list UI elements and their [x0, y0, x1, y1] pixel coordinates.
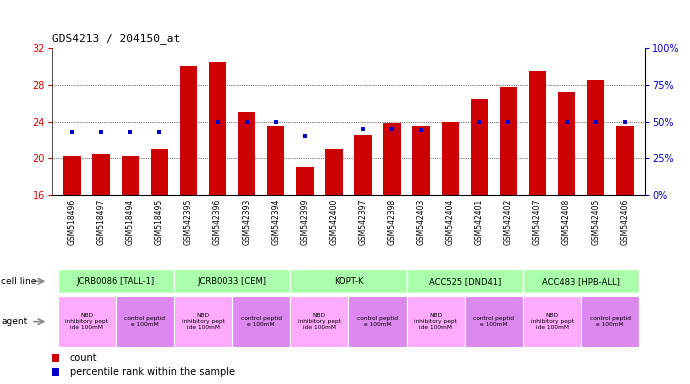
Text: GSM542393: GSM542393 — [242, 199, 251, 245]
Bar — [57, 269, 174, 293]
Text: NBD
inhibitory pept
ide 100mM: NBD inhibitory pept ide 100mM — [298, 313, 341, 330]
Bar — [587, 80, 604, 195]
Bar — [174, 296, 232, 347]
Text: GSM542395: GSM542395 — [184, 199, 193, 245]
Text: GSM542396: GSM542396 — [213, 199, 222, 245]
Text: GSM518494: GSM518494 — [126, 199, 135, 245]
Bar — [174, 269, 290, 293]
Bar — [290, 296, 348, 347]
Bar — [354, 135, 372, 195]
Bar — [57, 296, 116, 347]
Bar — [267, 126, 284, 195]
Text: JCRB0086 [TALL-1]: JCRB0086 [TALL-1] — [77, 277, 155, 286]
Text: NBD
inhibitory pept
ide 100mM: NBD inhibitory pept ide 100mM — [181, 313, 224, 330]
Bar — [209, 62, 226, 195]
Bar — [471, 99, 488, 195]
Bar — [500, 87, 518, 195]
Text: GSM518497: GSM518497 — [97, 199, 106, 245]
Text: GSM518496: GSM518496 — [68, 199, 77, 245]
Text: GSM542406: GSM542406 — [620, 199, 629, 245]
Bar — [406, 296, 465, 347]
Text: cell line: cell line — [1, 277, 37, 286]
Text: GSM542397: GSM542397 — [359, 199, 368, 245]
Text: ACC525 [DND41]: ACC525 [DND41] — [428, 277, 501, 286]
Text: control peptid
e 100mM: control peptid e 100mM — [124, 316, 166, 327]
Text: GSM542404: GSM542404 — [446, 199, 455, 245]
Text: GDS4213 / 204150_at: GDS4213 / 204150_at — [52, 33, 180, 44]
Bar — [290, 269, 406, 293]
Text: GSM542400: GSM542400 — [329, 199, 338, 245]
Text: control peptid
e 100mM: control peptid e 100mM — [241, 316, 282, 327]
Text: NBD
inhibitory pept
ide 100mM: NBD inhibitory pept ide 100mM — [531, 313, 573, 330]
Text: GSM518495: GSM518495 — [155, 199, 164, 245]
Bar — [529, 71, 546, 195]
Text: GSM542402: GSM542402 — [504, 199, 513, 245]
Bar — [348, 296, 406, 347]
Bar — [465, 296, 523, 347]
Text: GSM542408: GSM542408 — [562, 199, 571, 245]
Text: KOPT-K: KOPT-K — [334, 277, 363, 286]
Bar — [413, 126, 430, 195]
Bar — [442, 121, 459, 195]
Bar — [325, 149, 343, 195]
Text: NBD
inhibitory pept
ide 100mM: NBD inhibitory pept ide 100mM — [65, 313, 108, 330]
Text: GSM542405: GSM542405 — [591, 199, 600, 245]
Bar — [296, 167, 313, 195]
Text: control peptid
e 100mM: control peptid e 100mM — [473, 316, 514, 327]
Text: GSM542403: GSM542403 — [417, 199, 426, 245]
Bar — [238, 113, 255, 195]
Bar — [406, 269, 523, 293]
Bar — [63, 156, 81, 195]
Text: ACC483 [HPB-ALL]: ACC483 [HPB-ALL] — [542, 277, 620, 286]
Bar — [581, 296, 640, 347]
Text: GSM542394: GSM542394 — [271, 199, 280, 245]
Bar — [179, 66, 197, 195]
Bar — [116, 296, 174, 347]
Text: JCRB0033 [CEM]: JCRB0033 [CEM] — [197, 277, 266, 286]
Text: percentile rank within the sample: percentile rank within the sample — [70, 367, 235, 377]
Bar — [150, 149, 168, 195]
Text: GSM542401: GSM542401 — [475, 199, 484, 245]
Bar — [232, 296, 290, 347]
Text: control peptid
e 100mM: control peptid e 100mM — [590, 316, 631, 327]
Text: agent: agent — [1, 317, 28, 326]
Bar — [384, 123, 401, 195]
Bar — [558, 92, 575, 195]
Bar — [92, 154, 110, 195]
Text: control peptid
e 100mM: control peptid e 100mM — [357, 316, 398, 327]
Text: NBD
inhibitory pept
ide 100mM: NBD inhibitory pept ide 100mM — [414, 313, 457, 330]
Text: count: count — [70, 353, 97, 363]
Bar — [616, 126, 633, 195]
Text: GSM542398: GSM542398 — [388, 199, 397, 245]
Bar — [523, 296, 581, 347]
Text: GSM542407: GSM542407 — [533, 199, 542, 245]
Bar — [121, 156, 139, 195]
Bar — [523, 269, 640, 293]
Text: GSM542399: GSM542399 — [300, 199, 309, 245]
